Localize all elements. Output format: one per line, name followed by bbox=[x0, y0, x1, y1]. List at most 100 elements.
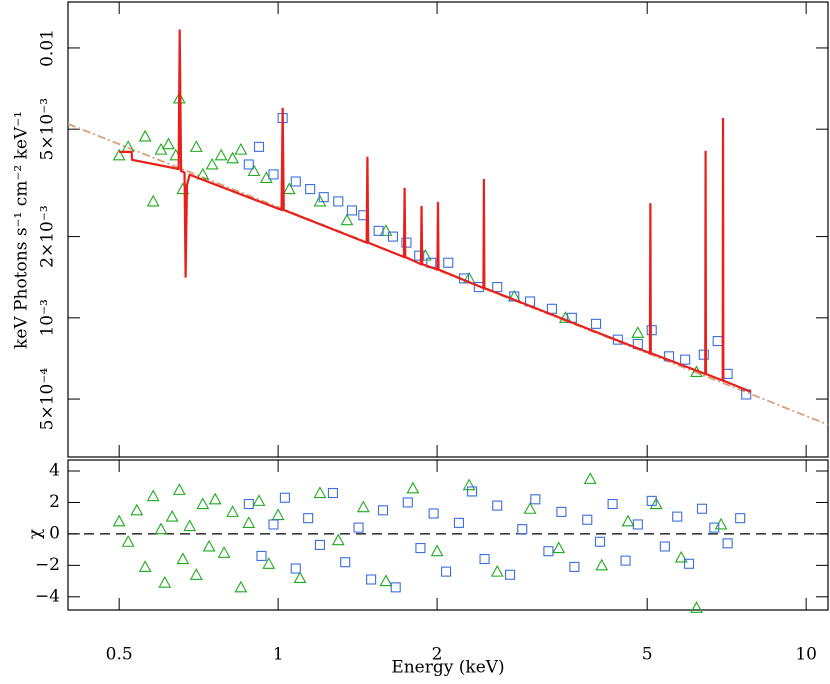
triangle-point bbox=[552, 541, 566, 554]
triangle-point bbox=[714, 517, 728, 530]
model-line bbox=[119, 29, 752, 393]
triangle-point bbox=[583, 472, 597, 484]
triangle-point bbox=[242, 516, 256, 528]
triangle-point bbox=[176, 552, 190, 565]
square-point bbox=[303, 513, 314, 524]
triangle-point bbox=[214, 148, 228, 161]
square-point bbox=[305, 184, 316, 195]
square-point bbox=[492, 500, 503, 511]
square-point bbox=[632, 519, 643, 530]
triangle-point bbox=[649, 497, 663, 510]
triangle-point bbox=[138, 129, 152, 142]
y-tick-label: 10⁻³ bbox=[38, 299, 58, 336]
triangle-point bbox=[202, 539, 216, 552]
square-point bbox=[327, 487, 338, 499]
square-point bbox=[505, 569, 516, 580]
square-point bbox=[377, 505, 389, 516]
x-tick-label: 2 bbox=[432, 645, 443, 665]
square-point bbox=[333, 196, 344, 207]
top-panel-frame bbox=[67, 1, 829, 458]
square-point bbox=[390, 582, 401, 593]
x-tick-label: 0.5 bbox=[106, 645, 133, 665]
square-point bbox=[268, 169, 279, 180]
square-point bbox=[709, 522, 720, 533]
triangle-point bbox=[621, 514, 635, 527]
triangle-point bbox=[146, 194, 160, 207]
square-point bbox=[467, 486, 478, 497]
triangle-point bbox=[595, 558, 609, 571]
triangle-point bbox=[523, 502, 537, 514]
square-point bbox=[517, 524, 528, 535]
triangle-point bbox=[674, 550, 688, 563]
y-tick-label: 5×10⁻³ bbox=[38, 98, 58, 160]
square-point bbox=[712, 336, 723, 347]
triangle-point bbox=[690, 601, 703, 613]
bottom-panel-frame bbox=[67, 459, 829, 611]
triangle-point bbox=[172, 483, 186, 495]
triangle-point bbox=[165, 509, 179, 522]
triangle-point bbox=[183, 519, 197, 532]
square-point bbox=[256, 550, 267, 561]
y-tick-label: 0.01 bbox=[38, 29, 58, 67]
triangle-point bbox=[234, 580, 248, 593]
triangle-point bbox=[313, 486, 327, 499]
square-point bbox=[620, 555, 631, 566]
square-point bbox=[414, 250, 425, 261]
square-point bbox=[683, 558, 695, 569]
triangle-point bbox=[379, 574, 393, 587]
triangle-point bbox=[146, 489, 160, 502]
square-point bbox=[346, 205, 358, 216]
square-point bbox=[680, 354, 691, 365]
square-point bbox=[569, 561, 580, 572]
square-point bbox=[546, 303, 557, 314]
square-point bbox=[659, 541, 670, 552]
triangle-point bbox=[208, 492, 222, 505]
square-point bbox=[530, 494, 541, 505]
x-axis-title: Energy (keV) bbox=[391, 658, 504, 678]
y-tick-label: 2×10⁻³ bbox=[38, 205, 58, 267]
triangle-point bbox=[356, 500, 370, 513]
triangle-point bbox=[252, 494, 266, 506]
square-point bbox=[698, 349, 709, 360]
triangle-point bbox=[234, 142, 248, 155]
square-point bbox=[441, 566, 452, 577]
square-point bbox=[340, 557, 351, 568]
square-point bbox=[735, 513, 746, 524]
y-tick-label: 4 bbox=[49, 461, 60, 481]
y-tick-label: 2 bbox=[49, 492, 60, 512]
square-point bbox=[366, 574, 377, 585]
square-point bbox=[696, 503, 708, 514]
triangle-point bbox=[331, 533, 345, 546]
triangle-point bbox=[226, 151, 240, 164]
square-point bbox=[318, 192, 329, 203]
y-tick-label: 0 bbox=[49, 523, 60, 543]
triangle-point bbox=[217, 546, 231, 558]
triangle-point bbox=[262, 557, 276, 569]
square-point bbox=[428, 508, 439, 519]
triangle-point bbox=[138, 560, 152, 572]
square-point bbox=[509, 291, 520, 302]
y-tick-label: 5×10⁻⁴ bbox=[38, 368, 58, 431]
triangle-point bbox=[631, 326, 645, 338]
triangle-point bbox=[189, 568, 203, 580]
square-point bbox=[243, 159, 254, 170]
triangle-point bbox=[112, 148, 126, 161]
triangle-point bbox=[259, 171, 273, 183]
square-point bbox=[387, 231, 399, 242]
square-point bbox=[646, 495, 657, 506]
triangle-point bbox=[293, 571, 307, 583]
square-point bbox=[401, 237, 412, 248]
triangle-point bbox=[196, 497, 210, 510]
triangle-point bbox=[205, 157, 219, 170]
square-point bbox=[594, 536, 606, 547]
triangle-point bbox=[490, 564, 504, 577]
y-axis-title: keV Photons s⁻¹ cm⁻² keV⁻¹ bbox=[12, 111, 32, 349]
triangle-point bbox=[558, 311, 572, 323]
square-point bbox=[453, 517, 464, 528]
square-point bbox=[415, 543, 426, 554]
triangle-point bbox=[130, 503, 144, 516]
square-point bbox=[543, 546, 554, 557]
square-point bbox=[443, 257, 454, 268]
triangle-point bbox=[430, 544, 444, 557]
